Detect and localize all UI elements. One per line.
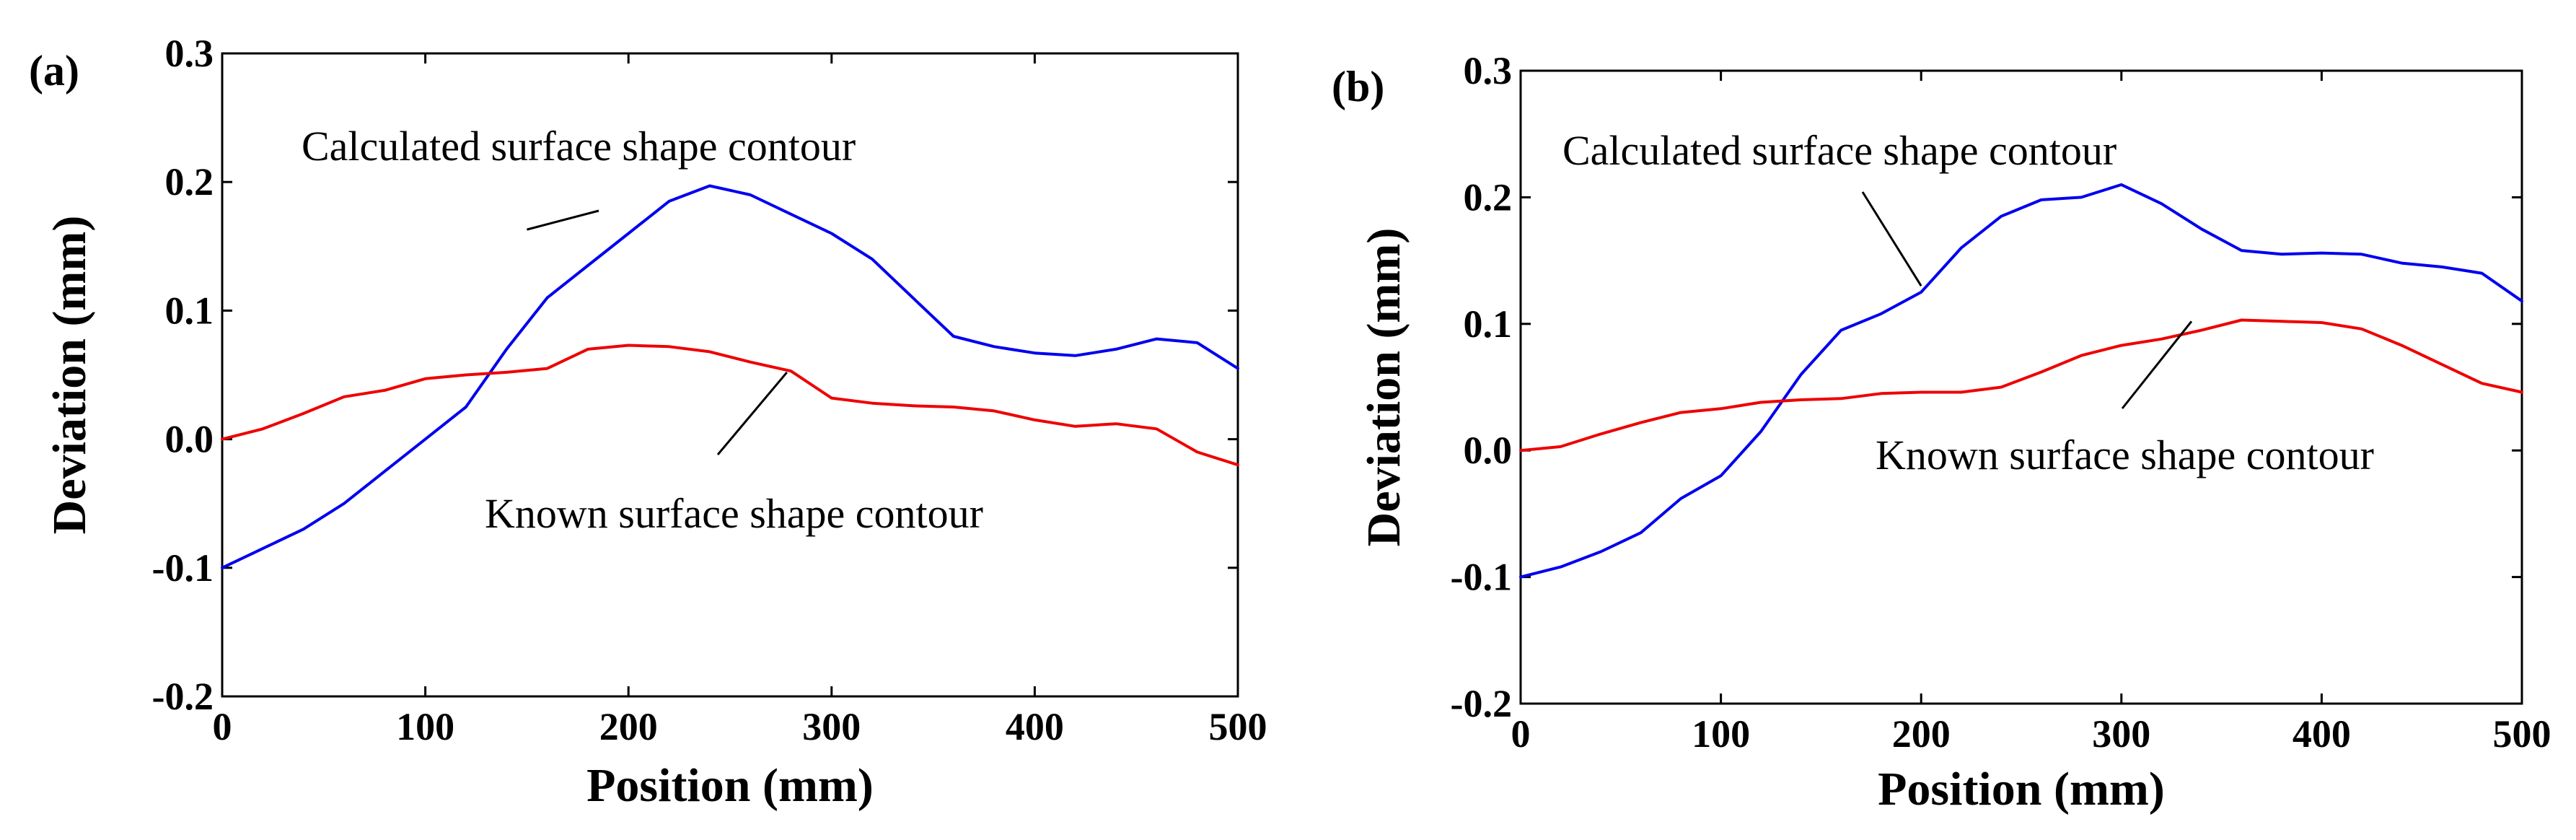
annotation-label: Known surface shape contour xyxy=(1876,432,2374,478)
x-tick-label: 200 xyxy=(599,705,658,748)
annotation-label: Known surface shape contour xyxy=(485,490,983,537)
x-tick-label: 300 xyxy=(2092,712,2150,756)
y-tick-label: -0.1 xyxy=(152,546,214,590)
x-axis-label: Position (mm) xyxy=(586,759,874,812)
x-tick-label: 0 xyxy=(213,705,232,748)
calculated-contour-line xyxy=(1519,183,2523,579)
y-tick-label: 0.3 xyxy=(1464,49,1513,92)
annotation-leader-line xyxy=(2121,320,2193,409)
annotation-leader-line xyxy=(716,371,788,455)
y-tick-label: 0.2 xyxy=(165,160,214,204)
x-tick-label: 300 xyxy=(802,705,861,748)
y-tick-label: 0.0 xyxy=(165,418,214,461)
y-tick-label: 0.2 xyxy=(1464,175,1513,219)
known-contour-line xyxy=(1519,318,2523,452)
panel-label: (a) xyxy=(29,47,79,95)
x-tick-label: 500 xyxy=(2493,712,2551,756)
x-tick-label: 400 xyxy=(2293,712,2351,756)
plot-frame xyxy=(1519,69,2523,705)
x-tick-label: 400 xyxy=(1006,705,1064,748)
calculated-contour-line xyxy=(221,184,1239,569)
x-tick-label: 200 xyxy=(1892,712,1951,756)
y-tick-label: 0.1 xyxy=(1464,302,1513,346)
y-axis-label: Deviation (mm) xyxy=(43,216,96,535)
annotation-leader-line xyxy=(1861,191,1922,286)
y-tick-label: 0.1 xyxy=(165,289,214,332)
x-tick-label: 100 xyxy=(396,705,454,748)
x-tick-label: 100 xyxy=(1692,712,1750,756)
chart-panel-b: 0 100 200 300 400 500 -0.2 -0.1 0.0 0.1 0.2 0.3 Posi… xyxy=(1332,49,2551,815)
y-tick-label: -0.2 xyxy=(152,675,214,718)
chart-panel-a: 0 100 200 300 400 500 -0.2 -0.1 0.0 0.1 0.2 0.3 Posi… xyxy=(29,32,1267,812)
x-axis-label: Position (mm) xyxy=(1878,763,2165,815)
y-axis-label: Deviation (mm) xyxy=(1358,228,1410,547)
y-tick-label: -0.1 xyxy=(1451,556,1512,599)
plot-frame xyxy=(221,52,1239,698)
panel-label: (b) xyxy=(1332,63,1384,110)
annotation-leader-line xyxy=(527,209,599,231)
x-tick-label: 0 xyxy=(1511,712,1531,756)
annotation-label: Calculated surface shape contour xyxy=(1562,127,2116,174)
y-tick-label: -0.2 xyxy=(1451,682,1512,725)
known-contour-line xyxy=(221,344,1239,467)
y-tick-label: 0.0 xyxy=(1464,429,1513,472)
y-tick-label: 0.3 xyxy=(165,32,214,75)
x-tick-label: 500 xyxy=(1209,705,1267,748)
annotation-label: Calculated surface shape contour xyxy=(302,123,856,170)
